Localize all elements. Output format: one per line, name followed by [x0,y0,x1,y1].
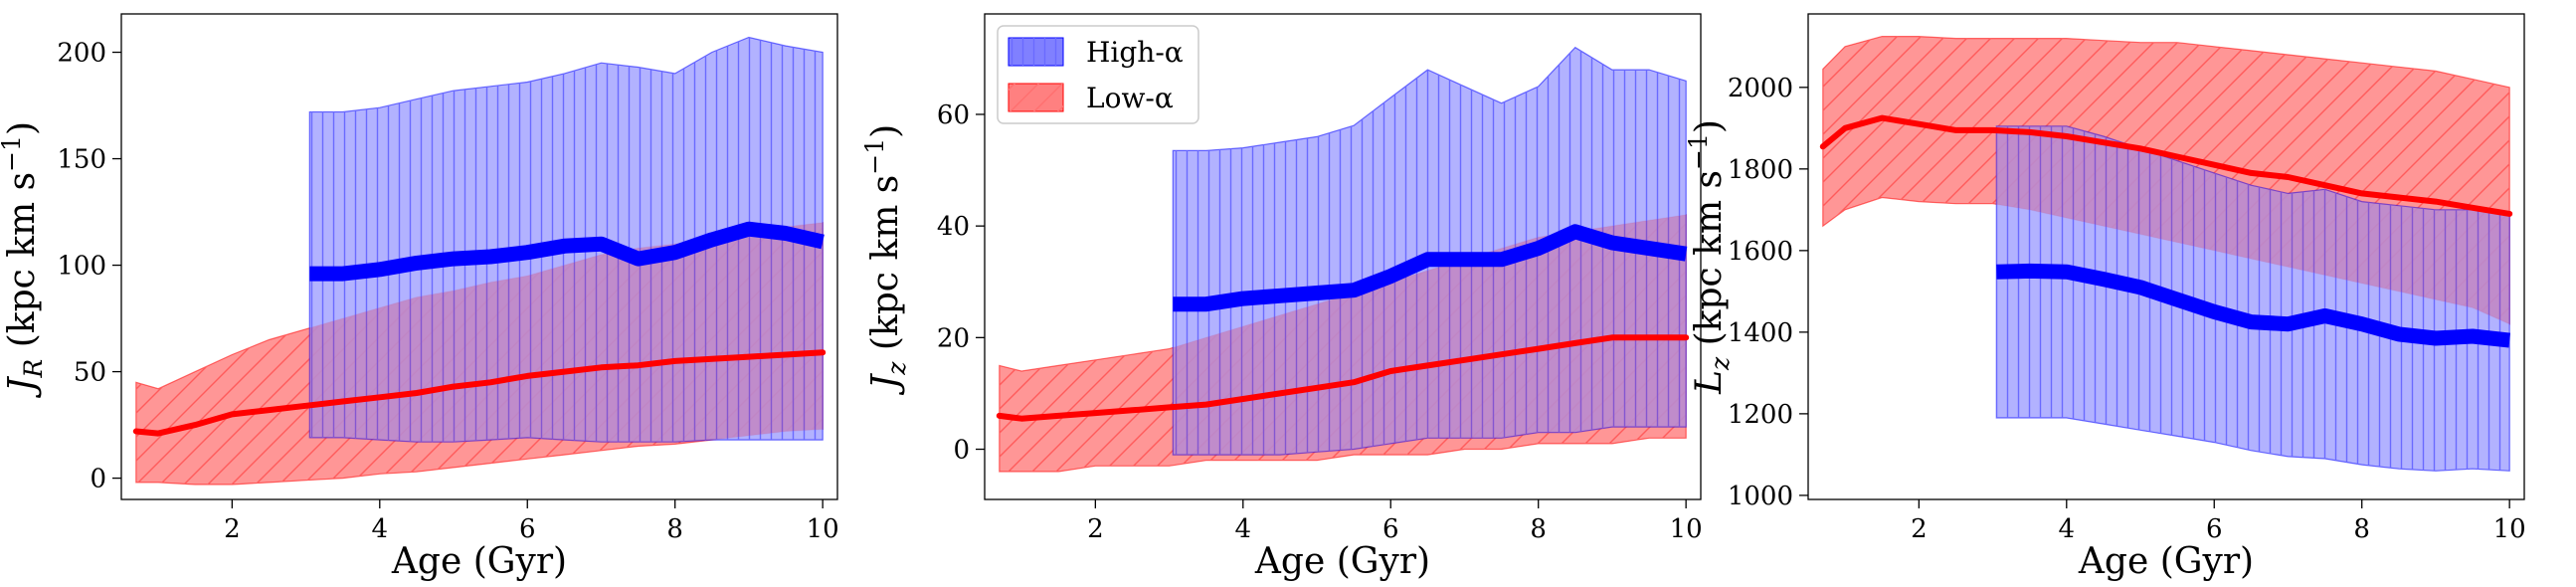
xtick-label-jz: 8 [1530,514,1547,544]
band-low-overlay-lz [1822,36,2510,324]
ticks-lz: 2 4 6 8 10 1000 1200 1400 1600 1800 2000 [1728,74,2526,544]
median-line-low-jr [132,349,827,437]
bands-jz [996,46,1690,473]
ytick-label-lz: 1800 [1728,155,1793,185]
ytick-label-jz: 40 [937,212,970,242]
panel-lz: 2 4 6 8 10 1000 1200 1400 1600 1800 2000 Age (Gyr)… [1684,13,2526,582]
ytick-label-jz: 20 [937,323,970,353]
xtick-label-lz: 6 [2206,514,2223,544]
axes-frame-jz [984,13,1702,500]
ytick-label-lz: 1600 [1728,237,1793,267]
xtick-label-jr: 6 [519,514,536,544]
ytick-label-lz: 2000 [1728,74,1793,103]
xtick-label-jz: 4 [1235,514,1252,544]
xtick-label-jr: 2 [224,514,241,544]
ytick-label-jz: 0 [953,436,970,466]
median-line-low-jz [996,334,1690,422]
median-line-low-lz [1819,114,2513,217]
axes-frame-jr [120,13,838,500]
ylabel-jr: JR (kpc km s−1) [0,121,48,399]
ticks-jz: 2 4 6 8 10 0 20 40 60 [937,100,1703,544]
legend: High-α Low-α [997,25,1199,124]
band-hatch-high-jz [1173,47,1687,456]
xtick-label-jz: 2 [1087,514,1104,544]
ytick-label-lz: 1000 [1728,482,1793,511]
bands-lz [1819,36,2513,472]
band-low-overlay-jr [135,222,824,486]
legend-label-high: High-α [1086,36,1184,69]
legend-label-low: Low-α [1086,82,1174,114]
xlabel-jr: Age (Gyr) [391,541,567,582]
ytick-label-lz: 1400 [1728,318,1793,348]
ytick-label-jr: 150 [57,145,106,175]
ytick-label-jz: 60 [937,100,970,130]
ytick-label-lz: 1200 [1728,400,1793,430]
ytick-label-jr: 0 [90,465,106,494]
xtick-label-jz: 10 [1670,514,1703,544]
legend-swatch-low-hatch [1009,84,1063,111]
xtick-label-lz: 2 [1911,514,1928,544]
xtick-label-jr: 4 [372,514,389,544]
xlabel-lz: Age (Gyr) [2078,541,2254,582]
xtick-label-lz: 10 [2493,514,2526,544]
median-line-high-lz [1996,263,2511,348]
xtick-label-jr: 10 [807,514,839,544]
xtick-label-lz: 8 [2353,514,2370,544]
xtick-label-jr: 8 [666,514,683,544]
xtick-label-lz: 4 [2059,514,2076,544]
xtick-label-jz: 6 [1382,514,1399,544]
median-line-high-jr [309,221,825,282]
band-hatch-high-lz [1996,125,2510,472]
bands-jr [132,36,827,486]
legend-swatch-high-hatch [1009,38,1063,66]
ytick-label-jr: 200 [57,39,106,69]
xlabel-jz: Age (Gyr) [1254,541,1430,582]
ytick-label-jr: 100 [57,252,106,282]
ylabel-jz: Jz (kpc km s−1) [860,124,911,396]
ytick-label-jr: 50 [74,358,106,388]
median-line-high-jz [1173,224,1688,312]
axes-frame-lz [1807,13,2525,500]
ylabel-lz: Lz (kpc km s−1) [1684,119,1735,395]
